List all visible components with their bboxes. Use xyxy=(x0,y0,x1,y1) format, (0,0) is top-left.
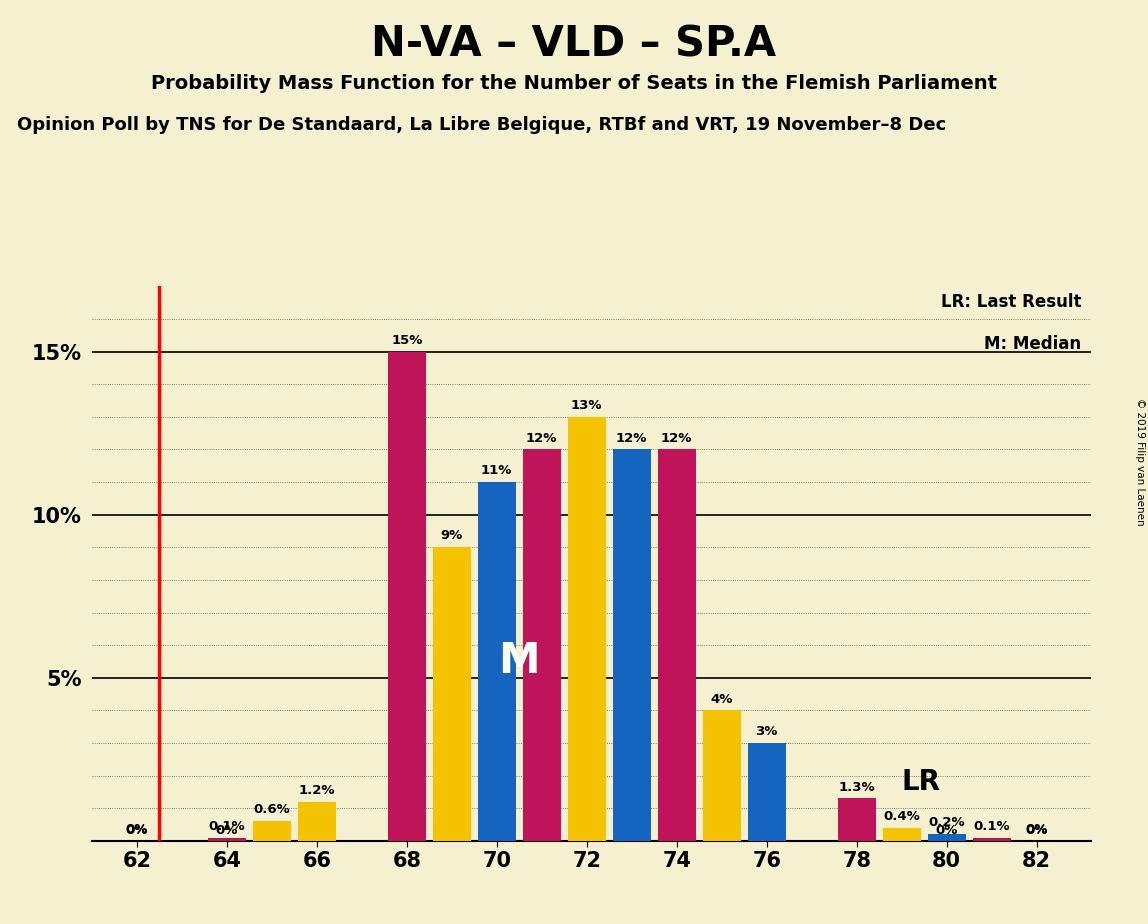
Text: © 2019 Filip van Laenen: © 2019 Filip van Laenen xyxy=(1135,398,1145,526)
Bar xyxy=(208,837,246,841)
Text: 0%: 0% xyxy=(936,824,957,837)
Text: 1.2%: 1.2% xyxy=(298,784,335,796)
Bar xyxy=(883,828,921,841)
Text: 0%: 0% xyxy=(216,824,238,837)
Text: 0%: 0% xyxy=(1025,823,1048,836)
Bar xyxy=(297,802,336,841)
Text: 0%: 0% xyxy=(125,824,148,837)
Bar xyxy=(972,837,1010,841)
Text: Opinion Poll by TNS for De Standaard, La Libre Belgique, RTBf and VRT, 19 Novemb: Opinion Poll by TNS for De Standaard, La… xyxy=(17,116,946,133)
Text: 11%: 11% xyxy=(481,464,512,477)
Bar xyxy=(658,449,696,841)
Text: LR: Last Result: LR: Last Result xyxy=(941,293,1081,311)
Bar xyxy=(478,482,515,841)
Text: 4%: 4% xyxy=(711,692,732,706)
Bar xyxy=(703,711,740,841)
Bar xyxy=(388,352,426,841)
Bar xyxy=(567,417,606,841)
Text: 0.2%: 0.2% xyxy=(929,817,965,830)
Text: 12%: 12% xyxy=(661,432,692,444)
Text: 12%: 12% xyxy=(526,432,558,444)
Text: LR: LR xyxy=(901,768,940,796)
Text: M: M xyxy=(498,640,540,683)
Text: 0.6%: 0.6% xyxy=(254,803,290,817)
Text: 0%: 0% xyxy=(1025,824,1048,837)
Text: 15%: 15% xyxy=(391,334,422,346)
Text: 12%: 12% xyxy=(616,432,647,444)
Bar xyxy=(838,798,876,841)
Text: 0%: 0% xyxy=(125,823,148,836)
Text: 3%: 3% xyxy=(755,725,778,738)
Bar xyxy=(747,743,785,841)
Bar xyxy=(928,834,965,841)
Text: 1.3%: 1.3% xyxy=(838,781,875,794)
Bar xyxy=(613,449,651,841)
Text: 0.1%: 0.1% xyxy=(209,820,246,833)
Text: 0.4%: 0.4% xyxy=(883,810,920,823)
Text: 13%: 13% xyxy=(571,399,603,412)
Bar xyxy=(522,449,561,841)
Text: 0.1%: 0.1% xyxy=(974,820,1010,833)
Bar xyxy=(253,821,290,841)
Text: Probability Mass Function for the Number of Seats in the Flemish Parliament: Probability Mass Function for the Number… xyxy=(152,74,996,93)
Text: N-VA – VLD – SP.A: N-VA – VLD – SP.A xyxy=(372,23,776,65)
Text: 9%: 9% xyxy=(441,529,463,542)
Bar xyxy=(433,547,471,841)
Text: M: Median: M: Median xyxy=(985,335,1081,353)
